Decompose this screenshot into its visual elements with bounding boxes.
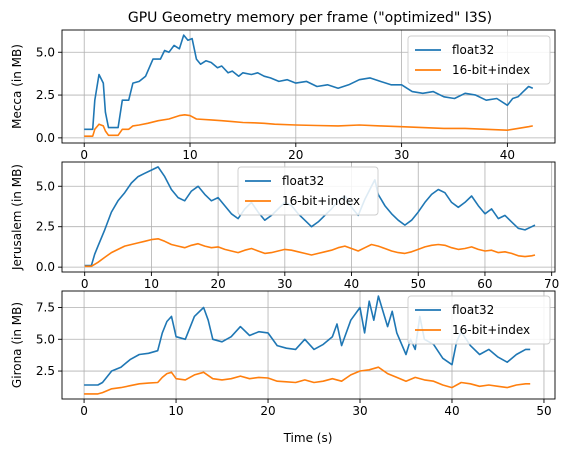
- x-tick-label: 20: [260, 404, 275, 418]
- legend: float32 16-bit+index: [237, 166, 379, 216]
- x-tick-label: 70: [544, 277, 559, 291]
- x-tick-label: 50: [411, 277, 426, 291]
- x-tick-label: 40: [500, 148, 515, 162]
- x-tick-label: 30: [394, 148, 409, 162]
- y-tick-label: 5.0: [36, 332, 55, 346]
- legend: float32 16-bit+index: [407, 295, 551, 345]
- subplot-3: 0 10 20 30 40 50 2.5 5.0 7.5 Girona (in MB) float3…: [10, 290, 556, 418]
- y-axis-label: Mecca (in MB): [10, 44, 24, 129]
- y-axis-label: Jerusalem (in MB): [10, 164, 24, 271]
- y-tick-label: 2.5: [36, 88, 55, 102]
- figure-title: GPU Geometry memory per frame ("optimize…: [128, 10, 492, 26]
- axes-frame: [61, 161, 556, 273]
- series-line-float32: [84, 34, 534, 131]
- x-tick-label: 50: [536, 404, 551, 418]
- y-tick-label: 7.5: [36, 301, 55, 315]
- series-line-float32: [84, 295, 531, 386]
- y-axis-label: Girona (in MB): [10, 302, 24, 388]
- y-tick-label: 5.0: [36, 45, 55, 59]
- x-tick-label: 10: [182, 148, 197, 162]
- legend-box: [407, 35, 551, 85]
- legend-label: float32: [282, 174, 324, 188]
- y-tick-label: 2.5: [36, 220, 55, 234]
- y-tick-label: 0.0: [36, 260, 55, 274]
- legend-box: [237, 166, 379, 216]
- legend-label: 16-bit+index: [282, 194, 360, 208]
- series-line-16bit-index: [84, 114, 533, 137]
- x-tick-label: 20: [210, 277, 225, 291]
- x-tick-label: 30: [352, 404, 367, 418]
- series-line-16bit-index: [84, 366, 531, 395]
- legend-label: 16-bit+index: [452, 323, 530, 337]
- series-line-16bit-index: [84, 238, 536, 268]
- axes-frame: [61, 29, 556, 144]
- legend-box: [407, 295, 551, 345]
- axes-frame: [61, 290, 556, 400]
- legend: float32 16-bit+index: [407, 35, 551, 85]
- x-tick-label: 10: [144, 277, 159, 291]
- x-tick-label: 0: [81, 277, 89, 291]
- x-axis-label: Time (s): [283, 431, 333, 445]
- x-tick-label: 60: [477, 277, 492, 291]
- x-tick-label: 40: [444, 404, 459, 418]
- subplot-1: 0 10 20 30 40 0.0 2.5 5.0 Mecca (in MB) float32 16…: [10, 29, 556, 162]
- subplot-2: 0 10 20 30 40 50 60 70 0.0 2.5 5.0 Jerusalem (in MB…: [10, 161, 559, 291]
- x-tick-label: 30: [277, 277, 292, 291]
- x-tick-label: 0: [80, 148, 88, 162]
- y-tick-label: 2.5: [36, 364, 55, 378]
- x-tick-label: 20: [288, 148, 303, 162]
- series-line-float32: [84, 166, 536, 267]
- y-tick-label: 5.0: [36, 179, 55, 193]
- x-tick-label: 10: [168, 404, 183, 418]
- x-tick-label: 40: [344, 277, 359, 291]
- legend-label: 16-bit+index: [452, 63, 530, 77]
- y-tick-label: 0.0: [36, 131, 55, 145]
- legend-label: float32: [452, 43, 494, 57]
- x-tick-label: 0: [80, 404, 88, 418]
- legend-label: float32: [452, 303, 494, 317]
